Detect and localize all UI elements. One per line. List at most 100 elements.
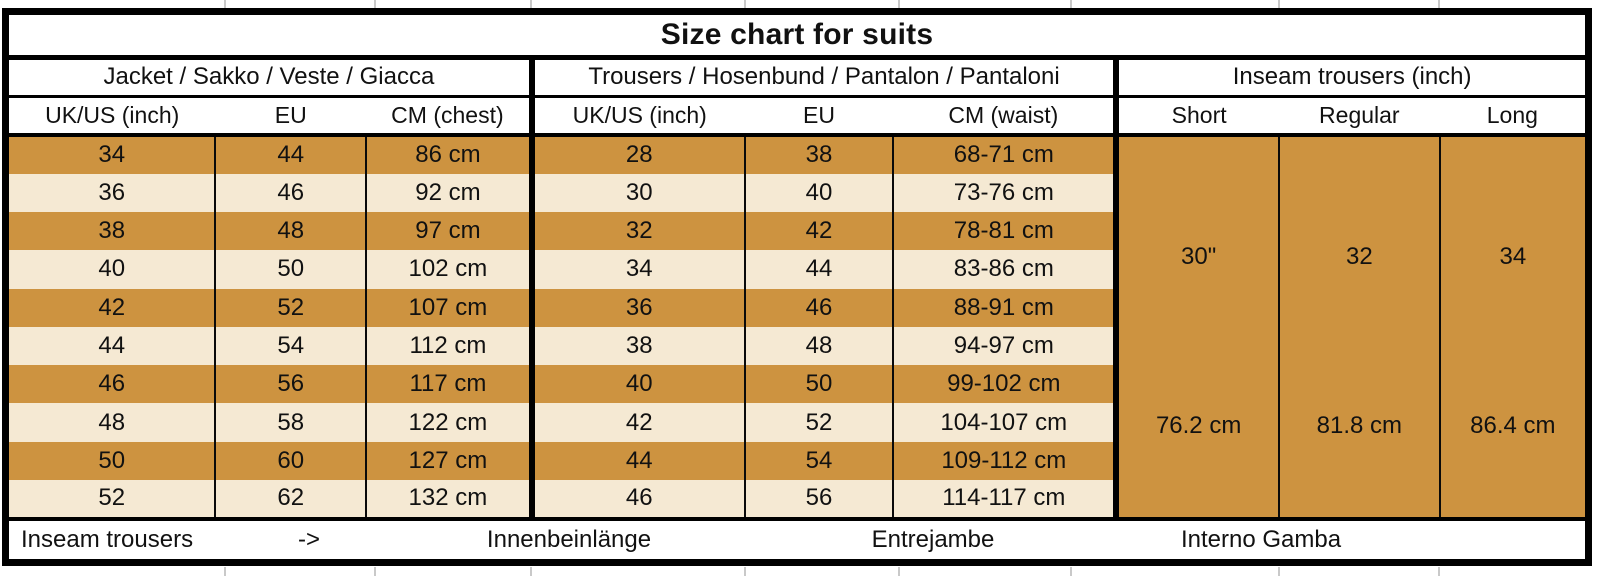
footer-label-inseam: Inseam trousers: [21, 525, 194, 553]
table-cell: 46: [214, 173, 367, 212]
gridline-tick: [1438, 0, 1440, 9]
table-cell: 44: [214, 135, 367, 174]
table-cell: 52: [5, 480, 216, 519]
table-row: 34 44 86 cm 28 38 68-71 cm 30" 76.2 cm 3…: [5, 135, 1589, 519]
footer-cell: Inseam trousers -> Innenbeinlänge Entrej…: [5, 516, 1589, 563]
table-cell: 40: [743, 173, 894, 212]
col-header-jacket-eu: EU: [215, 96, 367, 138]
table-cell: 117 cm: [365, 365, 532, 404]
table-row: 48 58 122 cm 42 52 104-107 cm: [5, 403, 1589, 442]
inseam-short-cm: 76.2 cm: [1155, 412, 1242, 440]
table-row: 36 46 92 cm 30 40 73-76 cm: [5, 173, 1589, 212]
table-cell: 56: [214, 365, 367, 404]
gridline-tick: [224, 0, 226, 9]
col-header-inseam-long: Long: [1439, 96, 1589, 138]
table-cell: 132 cm: [365, 480, 532, 519]
table-cell: 40: [5, 250, 216, 289]
table-cell: 48: [5, 403, 216, 442]
table-cell: 34: [528, 250, 745, 289]
table-cell: 40: [528, 365, 745, 404]
gridline-tick: [1278, 0, 1280, 9]
table-cell: 50: [214, 250, 367, 289]
gridline-tick: [898, 0, 900, 9]
gridline-tick: [1278, 567, 1280, 576]
table-cell: 46: [743, 288, 894, 327]
table-cell: 36: [5, 173, 216, 212]
footer-row: Inseam trousers -> Innenbeinlänge Entrej…: [5, 516, 1589, 563]
table-cell: 83-86 cm: [892, 250, 1117, 289]
table-cell: 38: [5, 211, 216, 251]
col-header-trousers-eu: EU: [744, 96, 894, 138]
gridline-tick: [224, 567, 226, 576]
table-cell: 122 cm: [365, 403, 532, 442]
footer-label-german: Innenbeinlänge: [486, 525, 652, 553]
table-cell: 42: [528, 403, 745, 442]
gridline-tick: [374, 0, 376, 9]
inseam-long-cm: 86.4 cm: [1470, 412, 1556, 440]
col-header-inseam-short: Short: [1113, 96, 1279, 138]
col-header-inseam-regular: Regular: [1278, 96, 1440, 138]
col-header-trousers-ukus: UK/US (inch): [528, 96, 745, 138]
arrow-right-icon: ->: [297, 525, 321, 553]
table-cell: 32: [528, 211, 745, 251]
table-cell: 52: [214, 288, 367, 327]
table-cell: 102 cm: [365, 250, 532, 289]
inseam-long-values: 34 86.4 cm: [1442, 143, 1585, 511]
col-header-jacket-ukus: UK/US (inch): [5, 96, 216, 138]
table-row: 42 52 107 cm 36 46 88-91 cm: [5, 288, 1589, 327]
inseam-short-cell: 30" 76.2 cm: [1113, 135, 1279, 519]
table-cell: 60: [214, 441, 367, 481]
table-cell: 54: [214, 326, 367, 366]
table-cell: 114-117 cm: [892, 480, 1117, 519]
footer-label-french: Entrejambe: [871, 525, 995, 553]
inseam-regular-inch: 32: [1345, 243, 1373, 271]
section-header-row: Jacket / Sakko / Veste / Giacca Trousers…: [5, 57, 1589, 98]
table-cell: 112 cm: [365, 326, 532, 366]
table-cell: 44: [5, 326, 216, 366]
table-row: 46 56 117 cm 40 50 99-102 cm: [5, 365, 1589, 404]
gridline-tick: [744, 0, 746, 9]
table-cell: 73-76 cm: [892, 173, 1117, 212]
footer-label-italian: Interno Gamba: [1180, 525, 1342, 553]
inseam-regular-cm: 81.8 cm: [1316, 412, 1403, 440]
gridline-tick: [898, 567, 900, 576]
inseam-regular-values: 32 81.8 cm: [1281, 143, 1439, 511]
table-cell: 42: [5, 288, 216, 327]
table-row: 52 62 132 cm 46 56 114-117 cm: [5, 480, 1589, 519]
table-cell: 50: [5, 441, 216, 481]
inseam-regular-cell: 32 81.8 cm: [1277, 135, 1440, 519]
inseam-long-inch: 34: [1499, 243, 1527, 271]
table-cell: 28: [528, 135, 745, 174]
col-header-jacket-cm: CM (chest): [366, 96, 532, 138]
table-cell: 36: [528, 288, 745, 327]
table-cell: 68-71 cm: [892, 135, 1117, 174]
gridline-tick: [1438, 567, 1440, 576]
gridline-tick: [744, 567, 746, 576]
table-cell: 46: [5, 365, 216, 404]
table-cell: 48: [214, 211, 367, 251]
table-cell: 56: [743, 480, 894, 519]
table-cell: 107 cm: [365, 288, 532, 327]
section-header-jacket: Jacket / Sakko / Veste / Giacca: [5, 57, 532, 98]
table-cell: 109-112 cm: [892, 441, 1117, 481]
table-cell: 88-91 cm: [892, 288, 1117, 327]
spreadsheet-gridline-strip-bottom: [0, 567, 1600, 576]
table-row: 38 48 97 cm 32 42 78-81 cm: [5, 211, 1589, 251]
table-cell: 99-102 cm: [892, 365, 1117, 404]
column-header-row: UK/US (inch) EU CM (chest) UK/US (inch) …: [5, 96, 1589, 138]
table-row: 40 50 102 cm 34 44 83-86 cm: [5, 250, 1589, 289]
table-cell: 50: [743, 365, 894, 404]
table-cell: 44: [528, 441, 745, 481]
table-cell: 46: [528, 480, 745, 519]
table-cell: 127 cm: [365, 441, 532, 481]
table-cell: 94-97 cm: [892, 326, 1117, 366]
inseam-short-values: 30" 76.2 cm: [1122, 143, 1278, 511]
title-row: Size chart for suits: [5, 11, 1589, 61]
section-header-inseam: Inseam trousers (inch): [1113, 57, 1589, 98]
spreadsheet-gridline-strip-top: [0, 0, 1600, 9]
table-cell: 92 cm: [365, 173, 532, 212]
section-header-trousers: Trousers / Hosenbund / Pantalon / Pantal…: [528, 57, 1117, 98]
table-cell: 38: [528, 326, 745, 366]
table-cell: 44: [743, 250, 894, 289]
table-cell: 52: [743, 403, 894, 442]
